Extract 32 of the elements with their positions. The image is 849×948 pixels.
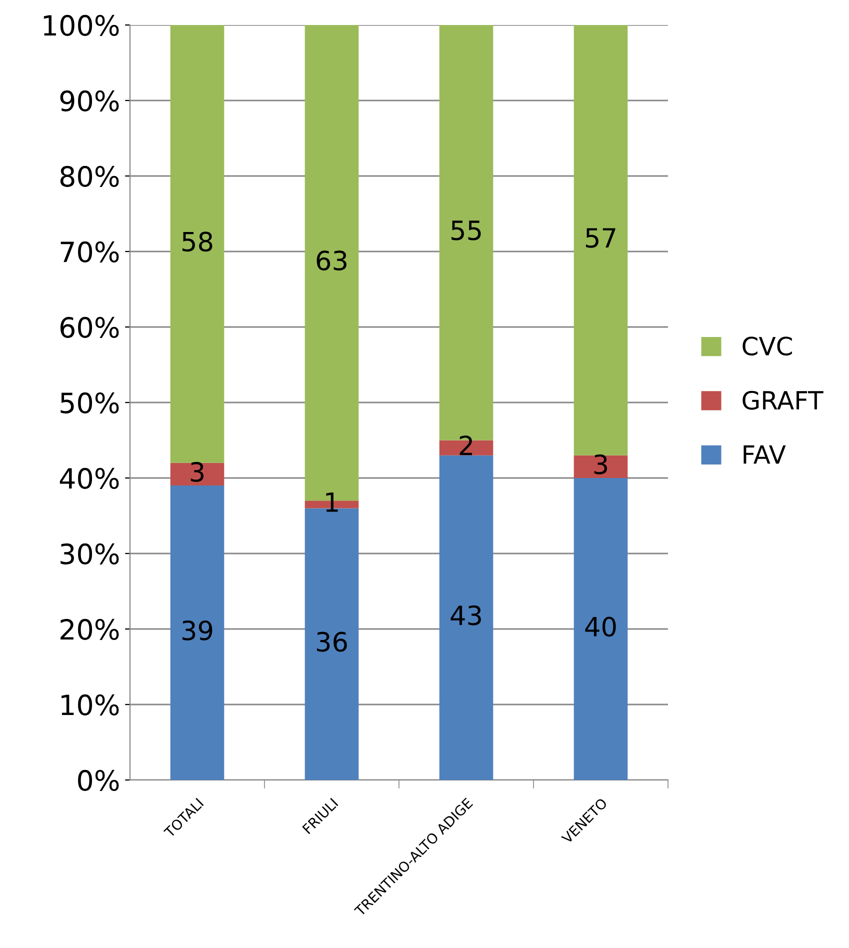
bar: [574, 25, 628, 456]
legend-label: GRAFT: [742, 390, 824, 410]
bar: [574, 478, 628, 780]
legend-label: FAV: [744, 445, 786, 464]
y-tick-label: 10%: [62, 694, 119, 716]
y-tick-label: 40%: [60, 468, 119, 489]
data-label: 55: [451, 220, 481, 240]
data-label: 43: [450, 605, 481, 626]
y-tick-label: 100%: [44, 14, 119, 36]
bar: [439, 455, 494, 780]
legend-label: CVC: [742, 336, 792, 356]
data-label: 36: [316, 632, 347, 652]
y-tick-label: 20%: [60, 618, 119, 640]
data-label: 3: [190, 462, 204, 482]
data-label: 39: [182, 620, 212, 640]
y-tick-label: 80%: [60, 166, 119, 187]
bar: [170, 462, 224, 486]
y-tick-label: 60%: [60, 316, 119, 338]
y-tick-label: 30%: [60, 543, 119, 564]
data-label: 63: [316, 250, 346, 270]
y-tick-label: 0%: [78, 770, 119, 791]
data-label: 3: [594, 454, 608, 474]
bar: [170, 486, 224, 780]
bar: [574, 455, 628, 478]
y-tick-label: 50%: [60, 392, 119, 414]
data-label: 57: [586, 228, 616, 248]
data-label: 40: [585, 616, 616, 637]
data-label: 58: [182, 232, 212, 252]
y-tick-label: 70%: [60, 241, 119, 262]
data-label: 2: [460, 435, 472, 456]
y-tick-label: 90%: [60, 90, 119, 112]
bar: [170, 25, 224, 463]
